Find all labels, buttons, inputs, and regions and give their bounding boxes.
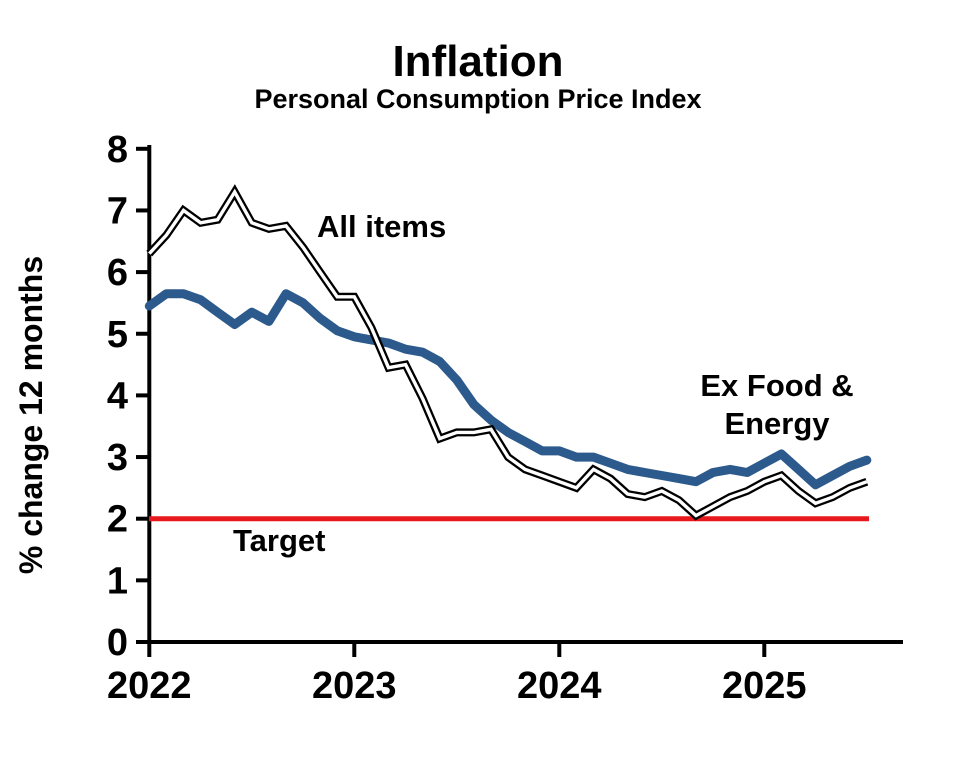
y-tick-label: 1 bbox=[107, 560, 128, 602]
all-items-line-core bbox=[148, 188, 868, 518]
y-tick-label: 3 bbox=[107, 437, 128, 479]
ex-food-energy-line bbox=[144, 289, 872, 490]
y-tick-label: 5 bbox=[107, 314, 128, 356]
y-tick-label: 2 bbox=[107, 499, 128, 541]
data-lines bbox=[144, 184, 872, 522]
x-tick-label: 2025 bbox=[722, 665, 807, 707]
y-tick-label: 4 bbox=[107, 375, 128, 417]
ex-food-energy-annotation-line2: Energy bbox=[724, 406, 830, 441]
page-subtitle: Personal Consumption Price Index bbox=[254, 84, 701, 114]
ex-food-energy-annotation-line1: Ex Food & bbox=[700, 368, 853, 403]
x-tick-label: 2024 bbox=[517, 665, 602, 707]
page-title: Inflation bbox=[392, 37, 563, 86]
y-axis-title: % change 12 months bbox=[13, 256, 49, 574]
axes: 0 1 2 3 4 5 6 7 8 2022 2023 2024 2025 bbox=[107, 129, 903, 707]
x-tick-label: 2023 bbox=[312, 665, 397, 707]
y-tick-label: 7 bbox=[107, 190, 128, 232]
all-items-annotation: All items bbox=[317, 209, 446, 244]
target-annotation: Target bbox=[233, 523, 325, 558]
y-tick-label: 0 bbox=[107, 622, 128, 664]
y-tick-label: 8 bbox=[107, 129, 128, 171]
x-tick-label: 2022 bbox=[107, 665, 192, 707]
y-tick-label: 6 bbox=[107, 252, 128, 294]
